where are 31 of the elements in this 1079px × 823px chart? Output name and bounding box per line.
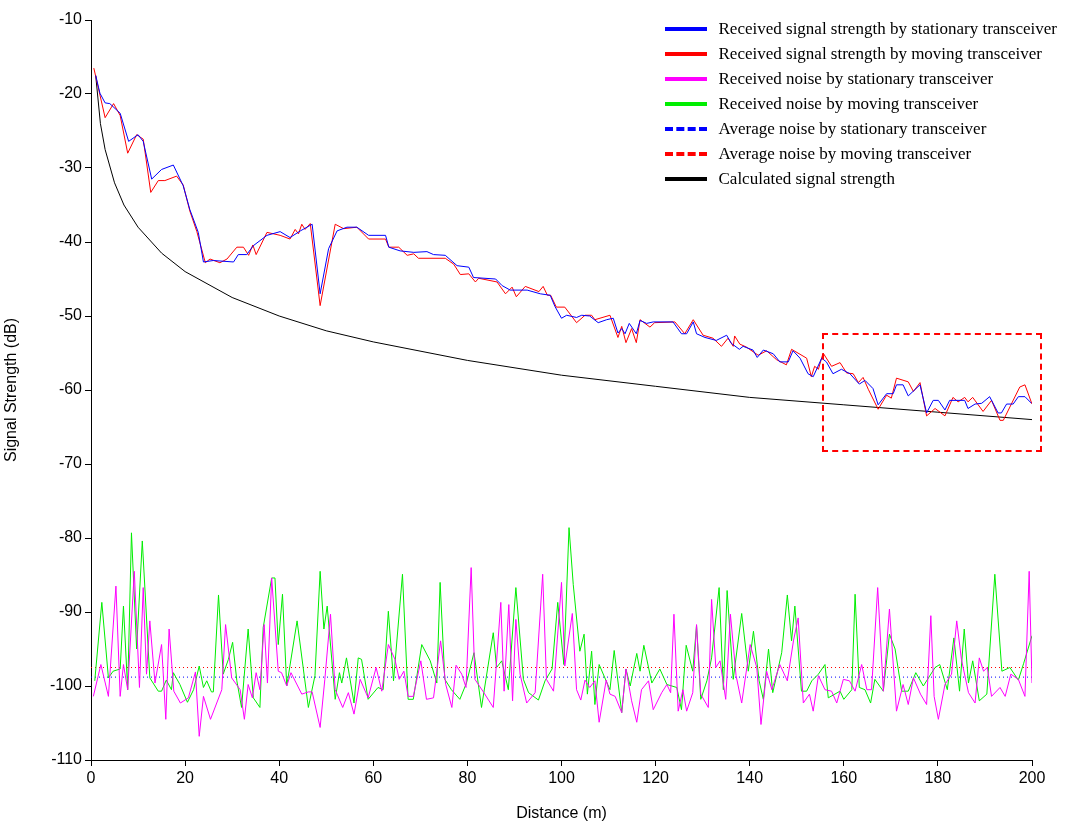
legend-label: Average noise by stationary transceiver (718, 118, 987, 139)
x-tick-label: 20 (176, 769, 195, 787)
legend-label: Average noise by moving transceiver (718, 143, 972, 164)
y-tick-label: -10 (58, 10, 83, 28)
x-tick-label: 200 (1018, 769, 1046, 787)
x-tick-label: 80 (458, 769, 477, 787)
legend-label: Received noise by moving transceiver (718, 93, 979, 114)
y-tick-label: -90 (58, 602, 83, 620)
legend-label: Received signal strength by moving transceiver (718, 43, 1042, 64)
x-tick-label: 180 (924, 769, 952, 787)
legend-label: Calculated signal strength (718, 168, 896, 189)
x-tick-label: 40 (270, 769, 289, 787)
x-tick-label: 60 (364, 769, 383, 787)
legend-label: Received noise by stationary transceiver (718, 68, 994, 89)
y-tick-label: -60 (58, 380, 83, 398)
x-tick-label: 160 (830, 769, 858, 787)
y-tick-label: -50 (58, 306, 83, 324)
y-axis-title: Signal Strength (dB) (2, 317, 20, 463)
y-tick-label: -110 (51, 750, 83, 768)
y-tick-label: -20 (58, 84, 83, 102)
x-tick-label: 0 (86, 769, 96, 787)
legend-label: Received signal strength by stationary transceiver (718, 18, 1057, 39)
y-tick-label: -40 (58, 232, 83, 250)
x-axis-title: Distance (m) (516, 803, 607, 821)
x-tick-label: 120 (642, 769, 670, 787)
x-tick-label: 140 (736, 769, 764, 787)
y-tick-label: -80 (58, 528, 83, 546)
y-tick-label: -30 (58, 158, 83, 176)
y-tick-label: -100 (49, 676, 83, 694)
x-tick-label: 100 (548, 769, 575, 787)
y-tick-label: -70 (58, 454, 83, 472)
